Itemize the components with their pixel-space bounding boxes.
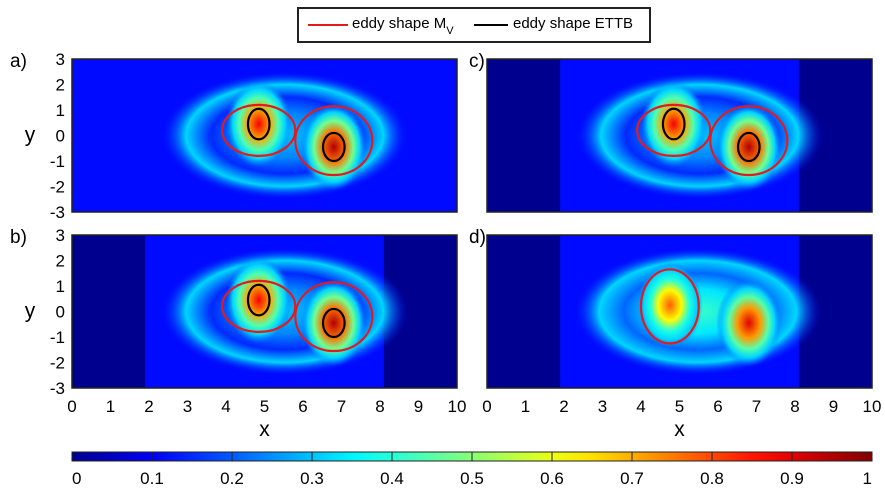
y-tick-label: -1 xyxy=(50,152,65,171)
colorbar-tick-label: 1 xyxy=(863,469,872,488)
colorbar: 0 0.1 0.2 0.3 0.4 0.5 0.6 0.7 0.8 0.9 1 xyxy=(71,451,873,488)
colorbar-tick-label: 0.4 xyxy=(380,469,404,488)
contour-mv xyxy=(639,268,700,345)
eddy-core xyxy=(637,261,703,349)
contour-ettb xyxy=(736,131,761,163)
axes-frame xyxy=(486,58,873,213)
contour-ettb xyxy=(321,307,346,339)
colorbar-tick-label: 0.3 xyxy=(300,469,324,488)
colorbar-tick-label: 0.7 xyxy=(620,469,644,488)
y-axis-label: y xyxy=(25,124,36,147)
x-axis-label: x xyxy=(674,418,685,441)
x-tick-label: 8 xyxy=(375,397,384,416)
legend-label-ettb: eddy shape ETTB xyxy=(513,15,633,32)
y-tick-label: 3 xyxy=(56,50,65,69)
panel-label: c) xyxy=(469,51,485,72)
y-tick-label: -2 xyxy=(50,178,65,197)
x-tick-label: 7 xyxy=(337,397,346,416)
x-tick-label: 7 xyxy=(752,397,761,416)
x-tick-label: 0 xyxy=(482,397,491,416)
x-tick-label: 8 xyxy=(790,397,799,416)
contour-ettb xyxy=(246,107,271,141)
x-tick-label: 0 xyxy=(67,397,76,416)
y-tick-label: -2 xyxy=(50,354,65,373)
x-tick-label: 3 xyxy=(598,397,607,416)
eddy-core xyxy=(716,279,782,367)
y-tick-label: 1 xyxy=(56,277,65,296)
x-tick-label: 4 xyxy=(221,397,230,416)
y-tick-label: 1 xyxy=(56,101,65,120)
y-tick-label: 0 xyxy=(56,127,65,146)
legend: eddy shape MV eddy shape ETTB xyxy=(297,7,651,43)
panel-label: d) xyxy=(469,227,486,248)
contour-ettb xyxy=(661,107,686,141)
contour-mv xyxy=(636,103,712,157)
x-tick-label: 1 xyxy=(106,397,115,416)
x-tick-label: 2 xyxy=(144,397,153,416)
y-tick-label: 3 xyxy=(56,226,65,245)
contour-mv xyxy=(221,103,297,157)
x-tick-label: 6 xyxy=(713,397,722,416)
colorbar-tick-label: 0.9 xyxy=(780,469,804,488)
eddy-core xyxy=(301,279,367,367)
colorbar-tick-label: 0.8 xyxy=(700,469,724,488)
eddy-core xyxy=(301,103,367,191)
x-tick-label: 10 xyxy=(448,397,467,416)
panel-a: a) 3 2 1 0 -1 -2 -3 y xyxy=(10,50,458,222)
x-tick-label: 10 xyxy=(863,397,882,416)
x-tick-label: 4 xyxy=(636,397,645,416)
x-tick-label: 9 xyxy=(829,397,838,416)
contour-mv xyxy=(709,105,789,177)
y-tick-label: -1 xyxy=(50,328,65,347)
eddy-core xyxy=(226,256,292,344)
y-tick-label: 2 xyxy=(56,76,65,95)
x-tick-label: 9 xyxy=(414,397,423,416)
x-axis-label: x xyxy=(259,418,270,441)
colorbar-tick-label: 0.6 xyxy=(540,469,564,488)
contour-ettb xyxy=(321,131,346,163)
legend-label-mv: eddy shape MV xyxy=(352,15,454,37)
y-tick-label: 2 xyxy=(56,252,65,271)
x-tick-label: 3 xyxy=(183,397,192,416)
axes-frame xyxy=(486,234,873,389)
axes-frame xyxy=(71,234,458,389)
contour-mv xyxy=(221,279,297,333)
y-tick-label: -3 xyxy=(50,379,65,398)
x-tick-label: 5 xyxy=(675,397,684,416)
contour-mv xyxy=(294,281,374,353)
x-tick-label: 5 xyxy=(260,397,269,416)
eddy-core xyxy=(641,80,707,168)
colorbar-tick-label: 0.2 xyxy=(220,469,244,488)
y-axis-label: y xyxy=(25,300,36,323)
colorbar-tick-label: 0.5 xyxy=(460,469,484,488)
axes-frame xyxy=(71,58,458,213)
colorbar-tick-label: 0.1 xyxy=(140,469,164,488)
x-tick-label: 6 xyxy=(298,397,307,416)
eddy-core xyxy=(716,103,782,191)
eddy-core xyxy=(226,80,292,168)
panel-d: d) 0 1 2 3 4 5 6 7 8 9 10 x xyxy=(469,227,881,441)
x-tick-label: 2 xyxy=(559,397,568,416)
contour-mv xyxy=(294,105,374,177)
panel-label: a) xyxy=(10,51,27,72)
colorbar-tick-label: 0 xyxy=(72,469,81,488)
panel-label: b) xyxy=(10,227,27,248)
y-tick-label: 0 xyxy=(56,303,65,322)
x-tick-label: 1 xyxy=(521,397,530,416)
y-tick-label: -3 xyxy=(50,203,65,222)
contour-ettb xyxy=(246,283,271,317)
panel-c: c) xyxy=(469,51,873,213)
